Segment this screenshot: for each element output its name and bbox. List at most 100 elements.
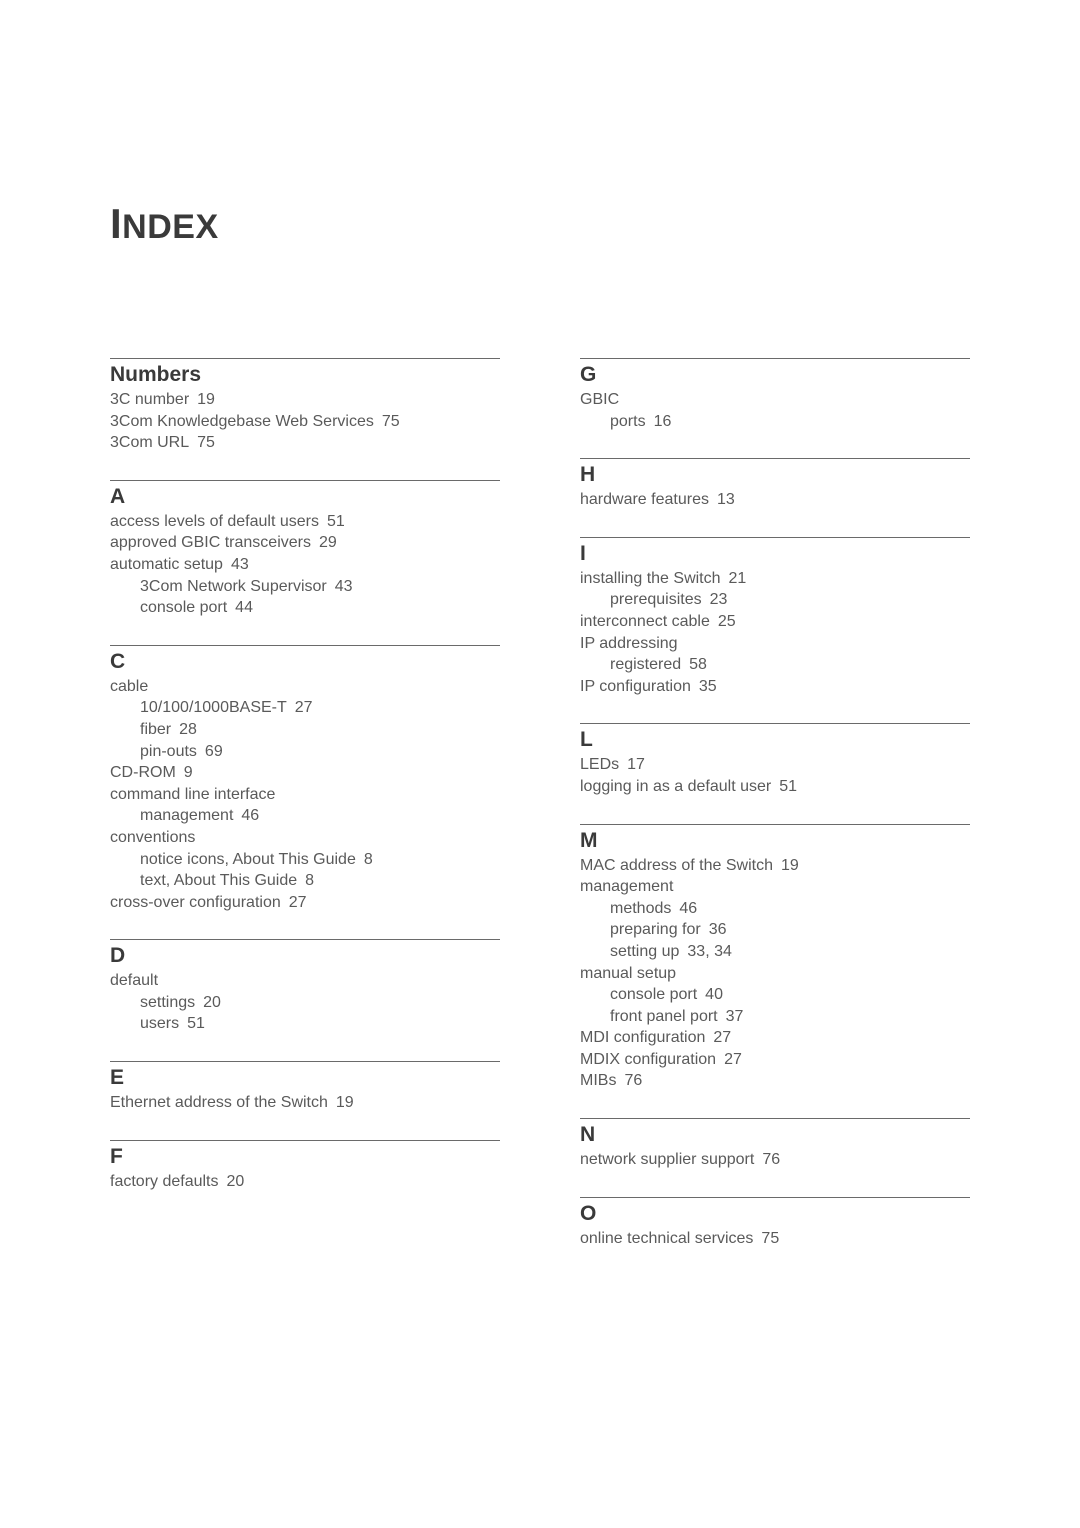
index-entry: automatic setup43	[110, 554, 500, 576]
index-entry: installing the Switch 21	[580, 568, 970, 590]
entry-page: 20	[203, 994, 221, 1011]
entry-page: 8	[305, 872, 314, 889]
index-section: GGBICports16	[580, 358, 970, 432]
entry-page: 29	[319, 534, 337, 551]
entry-text: GBIC	[580, 391, 619, 408]
entry-text: ports	[610, 413, 646, 430]
entry-text: setting up	[610, 943, 679, 960]
entry-text: 3C number	[110, 391, 189, 408]
index-entry: default	[110, 970, 500, 992]
entry-text: MAC address of the Switch	[580, 857, 773, 874]
index-entry: registered 58	[580, 654, 970, 676]
entry-text: console port	[140, 599, 227, 616]
entry-text: command line interface	[110, 786, 275, 803]
entry-text: Ethernet address of the Switch	[110, 1094, 328, 1111]
section-letter: G	[580, 363, 970, 387]
entry-page: 9	[184, 764, 193, 781]
entry-page: 51	[327, 513, 345, 530]
entry-page: 58	[689, 656, 707, 673]
entry-text: approved GBIC transceivers	[110, 534, 311, 551]
index-section: LLEDs17logging in as a default user51	[580, 723, 970, 797]
index-entry: 3C number 19	[110, 389, 500, 411]
index-entry: cross-over configuration27	[110, 892, 500, 914]
entry-text: front panel port	[610, 1008, 718, 1025]
entry-text: console port	[610, 986, 697, 1003]
entry-text: 3Com Knowledgebase Web Services	[110, 413, 374, 430]
index-entry: CD-ROM 9	[110, 762, 500, 784]
entry-text: prerequisites	[610, 591, 702, 608]
left-column: Numbers3C number193Com Knowledgebase Web…	[110, 358, 500, 1275]
index-entry: MIBs76	[580, 1070, 970, 1092]
entry-text: management	[140, 807, 233, 824]
index-entry: command line interface	[110, 784, 500, 806]
entry-text: conventions	[110, 829, 195, 846]
entry-page: 21	[729, 570, 747, 587]
index-entry: 3Com Network Supervisor43	[110, 576, 500, 598]
index-entry: management	[580, 876, 970, 898]
section-rule	[580, 358, 970, 359]
entry-page: 37	[726, 1008, 744, 1025]
index-entry: notice icons, About This Guide 8	[110, 849, 500, 871]
entry-page: 8	[364, 851, 373, 868]
entry-text: LEDs	[580, 756, 619, 773]
index-entry: settings20	[110, 992, 500, 1014]
section-letter: I	[580, 542, 970, 566]
index-entry: IP addressing	[580, 633, 970, 655]
index-entry: online technical services75	[580, 1228, 970, 1250]
entry-text: default	[110, 972, 158, 989]
entry-page: 19	[781, 857, 799, 874]
index-section: Aaccess levels of default users51approve…	[110, 480, 500, 619]
section-letter: M	[580, 829, 970, 853]
section-rule	[580, 824, 970, 825]
entry-page: 19	[197, 391, 215, 408]
entry-page: 43	[335, 578, 353, 595]
entry-text: installing the Switch	[580, 570, 721, 587]
index-entry: management46	[110, 805, 500, 827]
entry-text: registered	[610, 656, 681, 673]
section-letter: N	[580, 1123, 970, 1147]
index-entry: factory defaults 20	[110, 1171, 500, 1193]
index-section: Ddefaultsettings20users51	[110, 939, 500, 1035]
index-entry: prerequisites23	[580, 589, 970, 611]
right-column: GGBICports16Hhardware features13Iinstall…	[580, 358, 970, 1275]
index-entry: IP configuration35	[580, 676, 970, 698]
entry-page: 33, 34	[687, 943, 731, 960]
entry-text: preparing for	[610, 921, 701, 938]
entry-text: IP addressing	[580, 635, 678, 652]
entry-page: 75	[761, 1230, 779, 1247]
index-entry: users51	[110, 1013, 500, 1035]
index-entry: access levels of default users51	[110, 511, 500, 533]
entry-text: management	[580, 878, 673, 895]
index-section: Nnetwork supplier support76	[580, 1118, 970, 1171]
index-entry: GBIC	[580, 389, 970, 411]
entry-page: 75	[197, 434, 215, 451]
entry-page: 20	[227, 1173, 245, 1190]
index-section: MMAC address of the Switch19managementme…	[580, 824, 970, 1093]
entry-text: MDIX configuration	[580, 1051, 716, 1068]
entry-text: notice icons, About This Guide	[140, 851, 356, 868]
section-rule	[110, 1061, 500, 1062]
index-section: Hhardware features13	[580, 458, 970, 511]
entry-text: CD-ROM	[110, 764, 176, 781]
entry-page: 27	[295, 699, 313, 716]
entry-text: factory defaults	[110, 1173, 219, 1190]
entry-page: 51	[779, 778, 797, 795]
index-entry: fiber28	[110, 719, 500, 741]
index-entry: preparing for36	[580, 919, 970, 941]
section-rule	[580, 537, 970, 538]
entry-page: 51	[187, 1015, 205, 1032]
index-section: EEthernet address of the Switch19	[110, 1061, 500, 1114]
index-entry: approved GBIC transceivers 29	[110, 532, 500, 554]
entry-text: logging in as a default user	[580, 778, 771, 795]
entry-text: interconnect cable	[580, 613, 710, 630]
index-section: Ffactory defaults20	[110, 1140, 500, 1193]
entry-page: 43	[231, 556, 249, 573]
section-rule	[110, 358, 500, 359]
index-entry: manual setup	[580, 963, 970, 985]
entry-text: fiber	[140, 721, 171, 738]
entry-text: 10/100/1000BASE-T	[140, 699, 287, 716]
index-entry: network supplier support76	[580, 1149, 970, 1171]
index-section: Ccable10/100/1000BASE-T27fiber28pin-outs…	[110, 645, 500, 914]
entry-text: text, About This Guide	[140, 872, 297, 889]
entry-page: 76	[762, 1151, 780, 1168]
